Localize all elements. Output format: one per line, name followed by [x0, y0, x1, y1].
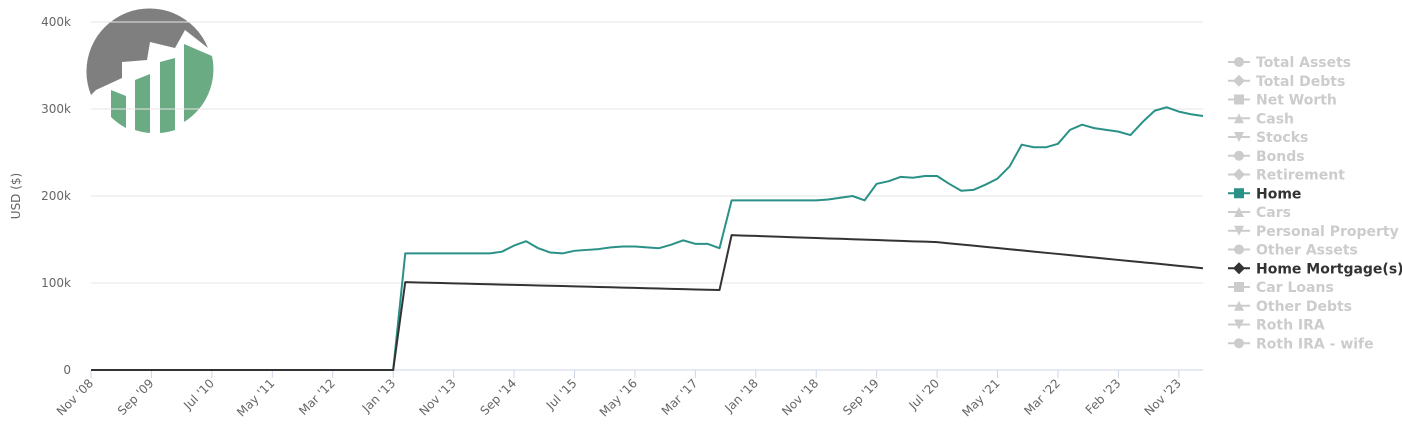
legend-item[interactable]: Total Debts — [1228, 74, 1345, 90]
x-tick-label: Nov '18 — [779, 376, 821, 418]
y-tick-label: 300k — [41, 102, 71, 116]
legend-marker — [1233, 74, 1245, 87]
legend-item[interactable]: Stocks — [1228, 130, 1308, 146]
legend-label: Retirement — [1256, 168, 1345, 184]
legend-item[interactable]: Home Mortgage(s) — [1228, 261, 1402, 277]
legend-item[interactable]: Roth IRA — [1228, 318, 1325, 334]
legend-label: Stocks — [1256, 130, 1308, 146]
legend-item[interactable]: Car Loans — [1228, 280, 1334, 296]
y-tick-label: 200k — [41, 189, 71, 203]
legend-label: Home — [1256, 186, 1301, 202]
legend-label: Cash — [1256, 111, 1294, 127]
legend-label: Net Worth — [1256, 93, 1337, 109]
legend-marker — [1234, 319, 1244, 330]
x-tick-label: Sep '09 — [115, 376, 157, 418]
y-tick-label: 400k — [41, 15, 71, 29]
series-line — [91, 234, 1204, 371]
x-tick-label: Jan '13 — [359, 376, 399, 416]
x-tick-label: Nov '13 — [416, 376, 458, 418]
legend-item[interactable]: Other Assets — [1228, 243, 1358, 259]
legend-marker — [1234, 338, 1244, 349]
legend-marker — [1233, 168, 1245, 181]
legend-marker — [1234, 207, 1244, 217]
legend-marker — [1234, 244, 1244, 255]
legend-item[interactable]: Roth IRA - wife — [1228, 336, 1374, 352]
legend-item[interactable]: Total Assets — [1228, 55, 1351, 71]
legend-marker — [1234, 132, 1244, 142]
x-tick-label: Feb '23 — [1083, 376, 1124, 417]
legend-marker — [1234, 188, 1244, 199]
legend-marker — [1233, 262, 1245, 275]
y-axis-title: USD ($) — [9, 173, 23, 219]
x-tick-label: Nov '23 — [1142, 376, 1184, 418]
x-tick-label: Jan '18 — [721, 376, 761, 416]
x-tick-label: Nov '08 — [54, 376, 96, 418]
legend-item[interactable]: Cash — [1228, 111, 1294, 127]
series-line — [91, 106, 1204, 371]
legend-item[interactable]: Retirement — [1228, 168, 1345, 184]
legend-label: Bonds — [1256, 149, 1305, 165]
x-tick-label: May '21 — [959, 376, 1002, 419]
legend-marker — [1234, 282, 1244, 292]
x-tick-label: Sep '14 — [477, 376, 519, 418]
legend-item[interactable]: Home — [1228, 186, 1301, 202]
legend-item[interactable]: Personal Property — [1228, 224, 1399, 240]
x-tick-label: Sep '19 — [840, 376, 882, 418]
legend-marker — [1234, 113, 1244, 124]
x-tick-label: May '16 — [597, 376, 640, 419]
x-tick-label: Mar '17 — [659, 376, 701, 418]
legend-marker — [1234, 57, 1244, 67]
y-tick-label: 100k — [41, 276, 71, 290]
legend-marker — [1234, 150, 1244, 161]
x-tick-label: Mar '22 — [1021, 376, 1063, 418]
legend-item[interactable]: Bonds — [1228, 149, 1305, 165]
legend-label: Roth IRA - wife — [1256, 336, 1374, 352]
legend-label: Other Assets — [1256, 243, 1358, 259]
legend-label: Roth IRA — [1256, 318, 1325, 334]
legend-label: Home Mortgage(s) — [1256, 261, 1402, 277]
legend-label: Cars — [1256, 205, 1291, 221]
legend-label: Personal Property — [1256, 224, 1399, 240]
legend-item[interactable]: Cars — [1228, 205, 1291, 221]
legend-label: Car Loans — [1256, 280, 1334, 296]
y-tick-label: 0 — [63, 363, 71, 377]
x-tick-label: Jul '10 — [180, 376, 217, 413]
legend-marker — [1234, 225, 1244, 236]
logo — [86, 8, 214, 133]
legend-marker — [1234, 300, 1244, 311]
x-tick-label: Jul '20 — [906, 376, 943, 413]
legend-label: Total Debts — [1256, 74, 1345, 90]
legend-label: Total Assets — [1256, 55, 1351, 71]
x-tick-label: Jul '15 — [543, 376, 580, 413]
x-tick-label: Mar '12 — [296, 376, 338, 418]
x-tick-label: May '11 — [234, 376, 277, 419]
legend-item[interactable]: Net Worth — [1228, 93, 1337, 109]
legend-label: Other Debts — [1256, 299, 1352, 315]
legend-marker — [1234, 94, 1244, 105]
legend-item[interactable]: Other Debts — [1228, 299, 1352, 315]
